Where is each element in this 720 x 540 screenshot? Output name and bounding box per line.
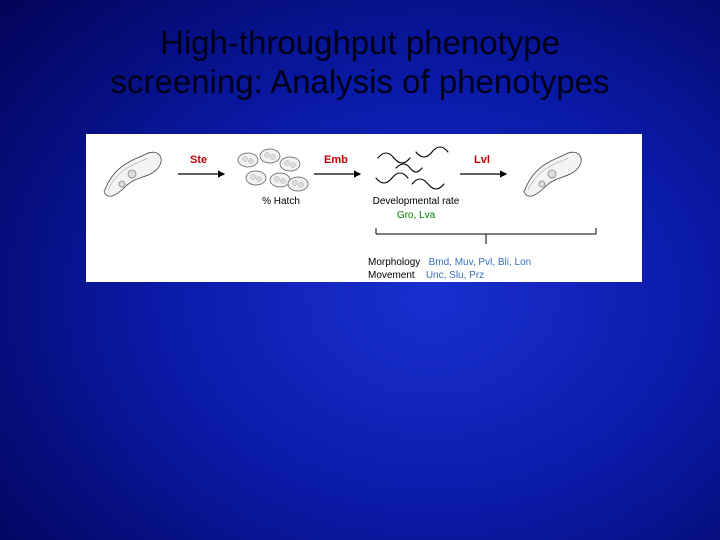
larvae-icon: [376, 147, 448, 189]
label-ste: Ste: [190, 154, 207, 166]
label-lvl: Lvl: [474, 154, 490, 166]
legend-movement-label: Movement: [368, 270, 415, 281]
slide-title: High-throughput phenotypescreening: Anal…: [0, 24, 720, 102]
phenotype-flow-diagram: Ste Emb Lvl % Hatch Developmental rate G…: [86, 134, 642, 282]
label-emb: Emb: [324, 154, 348, 166]
legend-morphology-values: Bmd, Muv, Pvl, Bli, Lon: [429, 257, 532, 268]
slide: High-throughput phenotypescreening: Anal…: [0, 0, 720, 540]
adult-worm-right-icon: [524, 152, 581, 196]
adult-worm-left-icon: [104, 152, 161, 196]
legend: Morphology Bmd, Muv, Pvl, Bli, Lon Movem…: [368, 256, 531, 282]
label-hatch: % Hatch: [246, 196, 316, 207]
embryos-icon: [238, 149, 308, 191]
label-dev-rate: Developmental rate: [366, 196, 466, 207]
legend-morphology-label: Morphology: [368, 257, 420, 268]
bracket-icon: [376, 228, 596, 244]
legend-movement-values: Unc, Slu, Prz: [426, 270, 484, 281]
title-line: High-throughput phenotypescreening: Anal…: [111, 24, 610, 100]
label-gro-lva: Gro, Lva: [366, 210, 466, 221]
diagram-svg: [86, 134, 642, 282]
